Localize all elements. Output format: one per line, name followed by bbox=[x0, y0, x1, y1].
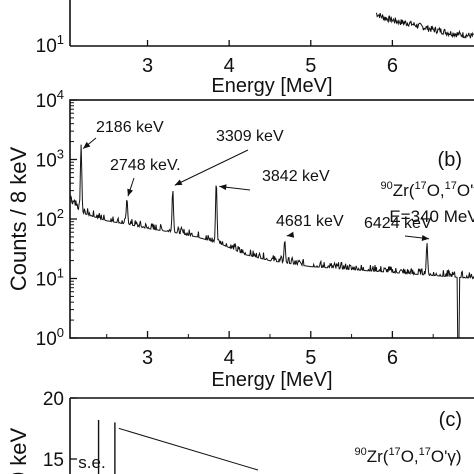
b-peak-arrowhead bbox=[286, 231, 295, 238]
b-panel-label: (b) bbox=[438, 149, 462, 171]
panel-b: 100 101 102 103 104 3 4 5 6 2186 keV 2748 keV. 3309… bbox=[6, 87, 474, 391]
b-y-tick-label: 103 bbox=[36, 147, 64, 172]
b-x-tick-label: 3 bbox=[142, 347, 153, 369]
c-reaction: 90Zr(17O,17O'γ) bbox=[354, 446, 461, 466]
b-peak-label: 4681 keV bbox=[276, 213, 344, 230]
b-peak-label: 6424 keV bbox=[364, 215, 432, 232]
b-peak-arrow bbox=[174, 149, 249, 186]
b-peak-label: 2186 keV bbox=[96, 119, 164, 136]
b-peak-label: 3309 keV bbox=[216, 128, 284, 145]
b-y-tick-label: 101 bbox=[36, 266, 64, 291]
b-reaction: 90Zr(17O,17O'γ) bbox=[380, 180, 474, 200]
c-y-axis-label: 0 keV bbox=[6, 428, 31, 474]
panel-c: 15 20 s.e. (c) 90Zr(17O,17O'γ) 0 keV bbox=[6, 389, 474, 474]
b-peak-label: 2748 keV. bbox=[110, 157, 181, 174]
top-x-tick-label: 3 bbox=[142, 55, 153, 77]
b-peak-label: 3842 keV bbox=[262, 168, 330, 185]
top-x-axis-label: Energy [MeV] bbox=[211, 75, 332, 97]
b-spectrum-line bbox=[69, 144, 474, 339]
b-y-tick-label: 102 bbox=[36, 206, 64, 231]
b-peak-arrowhead bbox=[83, 141, 91, 149]
c-arrow bbox=[118, 427, 259, 471]
b-peak-arrowhead bbox=[174, 179, 183, 186]
b-x-tick-label: 5 bbox=[305, 347, 316, 369]
b-peak-arrowhead bbox=[127, 188, 133, 197]
b-x-tick-label: 4 bbox=[224, 347, 235, 369]
b-peak-arrowhead bbox=[421, 235, 429, 241]
b-x-tick-label: 6 bbox=[387, 347, 398, 369]
c-panel-label: (c) bbox=[439, 409, 462, 431]
b-x-axis-label: Energy [MeV] bbox=[211, 369, 332, 391]
b-beam-energy: E=340 MeV bbox=[389, 207, 474, 226]
b-y-axis-label: Counts / 8 keV bbox=[6, 147, 31, 292]
c-y-tick-label: 15 bbox=[43, 450, 64, 471]
top-x-tick-label: 6 bbox=[387, 55, 398, 77]
b-y-tick-label: 100 bbox=[36, 325, 64, 350]
top-y-tick-label: 101 bbox=[36, 32, 64, 57]
panel-top: 3 4 5 6 101 Energy [MeV] bbox=[36, 0, 474, 97]
top-x-tick-label: 5 bbox=[305, 55, 316, 77]
top-x-tick-label: 4 bbox=[224, 55, 235, 77]
c-y-tick-label: 20 bbox=[43, 389, 64, 410]
top-series-line bbox=[375, 12, 474, 39]
b-peak-arrowhead bbox=[219, 184, 227, 191]
c-annotation: s.e. bbox=[78, 453, 105, 472]
b-y-tick-label: 104 bbox=[36, 87, 64, 112]
